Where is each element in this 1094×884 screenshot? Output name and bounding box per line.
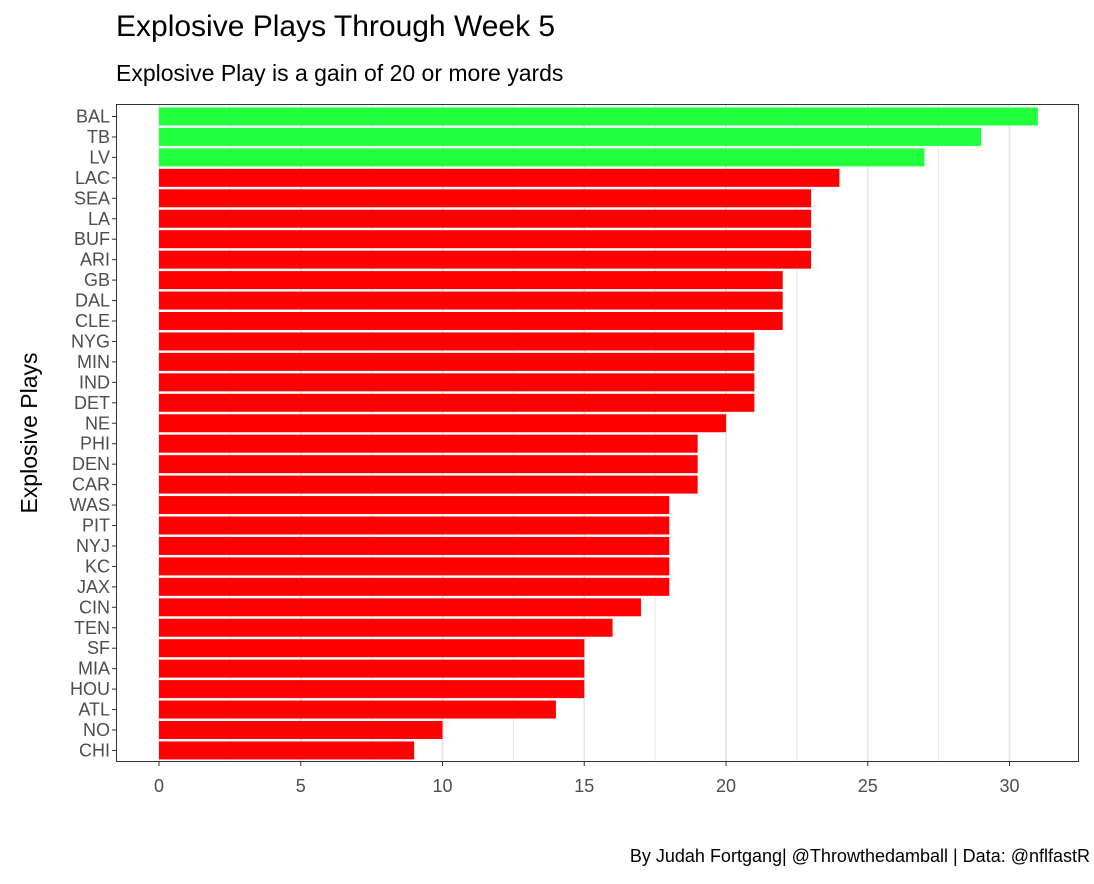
y-tick-label: ATL — [78, 700, 110, 720]
bar-dal — [159, 291, 783, 310]
bar-hou — [159, 680, 585, 699]
bar-no — [159, 721, 443, 739]
x-tick-label: 30 — [999, 776, 1019, 796]
y-tick-label: PIT — [82, 516, 110, 536]
y-tick-label: TEN — [74, 618, 110, 638]
x-tick-label: 25 — [858, 776, 878, 796]
bar-ne — [159, 414, 726, 433]
bar-cle — [159, 312, 783, 330]
bar-den — [159, 455, 698, 474]
y-tick-label: GB — [84, 270, 110, 290]
bar-lac — [159, 168, 840, 187]
y-tick-label: PHI — [80, 434, 110, 454]
bar-ind — [159, 373, 755, 392]
bar-kc — [159, 557, 670, 576]
x-tick-label: 15 — [574, 776, 594, 796]
bar-sf — [159, 639, 585, 658]
bar-bal — [159, 107, 1038, 126]
y-tick-label: WAS — [70, 495, 110, 515]
y-tick-label: LAC — [75, 168, 110, 188]
y-tick-label: TB — [87, 127, 110, 147]
bar-was — [159, 496, 670, 515]
bar-pit — [159, 516, 670, 535]
bar-nyj — [159, 536, 670, 555]
chart-subtitle: Explosive Play is a gain of 20 or more y… — [116, 60, 564, 86]
y-tick-label: BAL — [76, 107, 110, 127]
bar-mia — [159, 659, 585, 678]
y-tick-label: ARI — [80, 250, 110, 270]
x-tick-label: 20 — [716, 776, 736, 796]
y-tick-label: NYG — [71, 331, 110, 351]
y-tick-label: HOU — [70, 679, 110, 699]
y-tick-label: NYJ — [76, 536, 110, 556]
y-tick-label: KC — [85, 556, 110, 576]
y-tick-label: JAX — [77, 577, 110, 597]
y-tick-label: CAR — [72, 475, 110, 495]
x-tick-label: 5 — [296, 776, 306, 796]
bar-nyg — [159, 332, 755, 351]
y-tick-label: LA — [88, 209, 110, 229]
y-tick-label: MIA — [78, 659, 110, 679]
bar-tb — [159, 127, 982, 146]
chart-title: Explosive Plays Through Week 5 — [116, 10, 556, 43]
y-tick-label: LV — [89, 147, 110, 167]
y-tick-label: DET — [74, 393, 110, 413]
y-ticks: BALTBLVLACSEALABUFARIGBDALCLENYGMININDDE… — [70, 107, 117, 760]
bar-ari — [159, 250, 812, 269]
y-tick-label: BUF — [74, 229, 110, 249]
y-tick-label: CLE — [75, 311, 110, 331]
y-tick-label: CHI — [79, 740, 110, 760]
y-tick-label: MIN — [77, 352, 110, 372]
bars — [159, 107, 1038, 760]
y-tick-label: DAL — [75, 291, 110, 311]
y-tick-label: IND — [79, 372, 110, 392]
y-axis-label: Explosive Plays — [16, 352, 42, 513]
bar-cin — [159, 598, 641, 617]
bar-car — [159, 475, 698, 494]
y-tick-label: SF — [87, 638, 110, 658]
bar-chi — [159, 741, 415, 760]
chart-caption: By Judah Fortgang| @Throwthedamball | Da… — [629, 846, 1090, 866]
x-tick-label: 0 — [154, 776, 164, 796]
y-tick-label: DEN — [72, 454, 110, 474]
x-ticks: 0 5 10 15 20 25 30 — [154, 761, 1020, 796]
y-tick-label: CIN — [79, 597, 110, 617]
bar-phi — [159, 434, 698, 453]
bar-la — [159, 209, 812, 228]
bar-sea — [159, 189, 812, 208]
bar-min — [159, 352, 755, 371]
y-tick-label: SEA — [74, 188, 110, 208]
bar-ten — [159, 618, 613, 637]
bar-buf — [159, 230, 812, 249]
y-tick-label: NE — [85, 413, 110, 433]
panel-border — [116, 104, 1079, 762]
bar-jax — [159, 577, 670, 596]
bar-det — [159, 393, 755, 412]
bar-lv — [159, 148, 925, 167]
x-tick-label: 10 — [432, 776, 452, 796]
bar-gb — [159, 271, 783, 290]
y-tick-label: NO — [83, 720, 110, 740]
bar-atl — [159, 700, 556, 719]
